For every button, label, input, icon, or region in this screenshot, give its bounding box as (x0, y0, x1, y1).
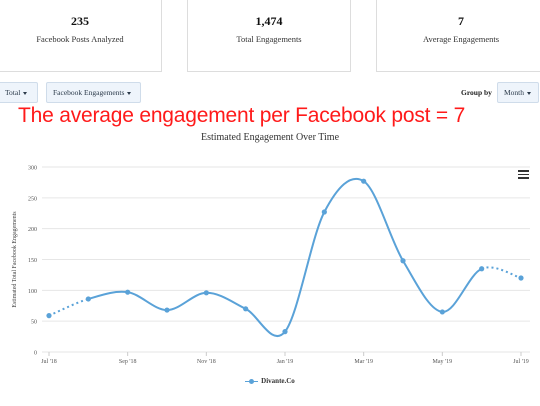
y-tick-label: 0 (34, 351, 37, 357)
x-tick-label: Nov '18 (197, 359, 216, 365)
chevron-down-icon (23, 91, 28, 95)
annotation-overlay-text: The average engagement per Facebook post… (18, 104, 466, 127)
group-by-dropdown[interactable]: Month (497, 82, 539, 103)
y-tick-label: 50 (31, 320, 37, 326)
stat-value: 7 (458, 14, 464, 28)
x-tick-label: Jul '19 (513, 359, 529, 365)
data-point (46, 313, 52, 319)
data-point (518, 275, 524, 281)
stat-value: 1,474 (255, 14, 283, 28)
stat-label: Total Engagements (236, 34, 302, 44)
group-by-label: Group by (461, 88, 492, 97)
chart-title: Estimated Engagement Over Time (200, 132, 340, 143)
stat-value: 235 (71, 14, 89, 28)
y-tick-label: 250 (28, 196, 37, 202)
y-tick-label: 300 (28, 166, 37, 172)
data-point (282, 329, 288, 335)
legend-marker-icon (245, 378, 259, 385)
data-point (439, 309, 445, 315)
series-line (88, 178, 483, 338)
metric-dropdown-label: Facebook Engagements (53, 88, 125, 97)
data-point (243, 306, 249, 312)
data-point (125, 289, 131, 295)
total-dropdown[interactable]: Total (0, 82, 38, 103)
hamburger-menu-icon[interactable] (518, 170, 529, 179)
data-point (164, 307, 170, 313)
total-dropdown-label: Total (5, 88, 21, 97)
data-point (203, 290, 209, 296)
stat-card-average-engagements: 7 Average Engagements (376, 0, 540, 72)
stat-card-posts-analyzed: 235 Facebook Posts Analyzed (0, 0, 162, 72)
x-tick-label: Jan '19 (277, 359, 294, 365)
legend-series-name: Divante.Co (261, 377, 295, 385)
stat-label: Facebook Posts Analyzed (36, 34, 124, 44)
series-line-dotted-end (481, 266, 522, 279)
data-point (361, 178, 367, 184)
y-tick-label: 150 (28, 258, 37, 264)
y-axis-label: Estimated Total Facebook Engagements (12, 211, 18, 308)
series-line-dotted-start (48, 298, 89, 317)
metric-dropdown[interactable]: Facebook Engagements (46, 82, 141, 103)
data-point (321, 209, 327, 215)
x-tick-label: Sep '18 (119, 359, 137, 365)
data-point (400, 258, 406, 264)
stat-label: Average Engagements (422, 34, 500, 44)
x-tick-label: Jul '18 (41, 359, 57, 365)
x-tick-label: May '19 (433, 359, 453, 365)
chart-legend[interactable]: Divante.Co (0, 377, 540, 385)
data-point (85, 296, 91, 302)
y-tick-label: 200 (28, 227, 37, 233)
x-tick-label: Mar '19 (354, 359, 373, 365)
chevron-down-icon (527, 91, 532, 95)
y-tick-label: 100 (28, 289, 37, 295)
data-point (479, 266, 485, 272)
chevron-down-icon (127, 91, 132, 95)
group-by-dropdown-label: Month (504, 88, 525, 97)
stat-card-total-engagements: 1,474 Total Engagements (187, 0, 351, 72)
engagement-line-chart: 0 50 100 150 200 250 300 Estimated Total Facebo… (12, 166, 530, 365)
